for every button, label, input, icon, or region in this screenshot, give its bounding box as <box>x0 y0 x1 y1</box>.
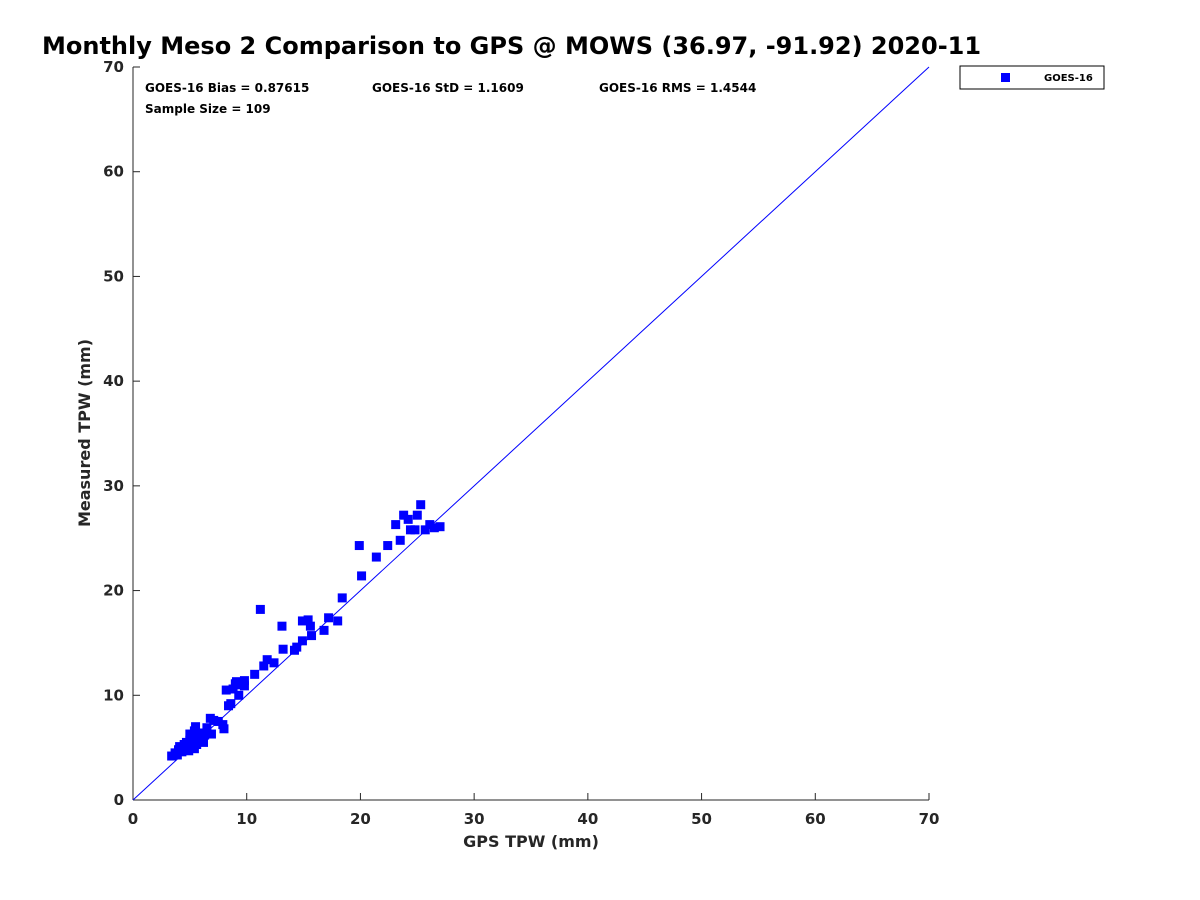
data-point <box>219 724 229 734</box>
legend-marker <box>1001 73 1010 82</box>
data-point <box>307 631 317 641</box>
data-point <box>255 604 265 614</box>
data-point <box>399 510 409 520</box>
data-point <box>333 616 343 626</box>
y-tick-label: 60 <box>103 163 124 181</box>
x-tick-label: 60 <box>805 810 826 828</box>
y-tick-label: 30 <box>103 477 124 495</box>
stat-sample-size: Sample Size = 109 <box>145 102 271 116</box>
data-point <box>435 522 445 532</box>
data-point <box>297 636 307 646</box>
x-tick-label: 10 <box>236 810 257 828</box>
data-point <box>231 677 241 687</box>
one-to-one-line <box>132 66 930 801</box>
chart-title: Monthly Meso 2 Comparison to GPS @ MOWS … <box>42 32 981 60</box>
data-point <box>324 613 334 623</box>
data-point <box>278 644 288 654</box>
data-point <box>228 684 238 694</box>
data-point <box>187 738 197 748</box>
data-point <box>209 715 219 725</box>
data-point <box>259 661 269 671</box>
data-point <box>319 625 329 635</box>
data-point <box>202 723 212 733</box>
x-tick-label: 0 <box>128 810 138 828</box>
y-tick-label: 10 <box>103 686 124 704</box>
legend: GOES-16 <box>959 65 1105 90</box>
x-tick-label: 70 <box>919 810 940 828</box>
legend-label: GOES-16 <box>1044 73 1093 84</box>
data-point <box>188 733 198 743</box>
data-point <box>395 535 405 545</box>
data-point <box>239 681 249 691</box>
data-point <box>410 525 420 535</box>
data-point <box>292 642 302 652</box>
data-point <box>200 730 210 740</box>
data-point <box>383 541 393 551</box>
data-point <box>239 676 249 686</box>
data-point <box>297 616 307 626</box>
stat-bias: GOES-16 Bias = 0.87615 <box>145 81 309 95</box>
data-point <box>303 615 313 625</box>
y-tick-label: 50 <box>103 267 124 285</box>
y-tick-label: 20 <box>103 582 124 600</box>
y-axis-label: Measured TPW (mm) <box>75 339 94 527</box>
data-point <box>221 685 231 695</box>
data-point <box>262 655 272 665</box>
data-point <box>337 593 347 603</box>
y-tick-label: 70 <box>103 58 124 76</box>
data-point <box>391 520 401 530</box>
data-point <box>206 729 216 739</box>
y-tick-label: 40 <box>103 372 124 390</box>
stat-rms: GOES-16 RMS = 1.4544 <box>599 81 756 95</box>
data-point <box>234 690 244 700</box>
data-point <box>199 737 209 747</box>
data-point <box>191 722 201 732</box>
data-point <box>403 514 413 524</box>
data-point <box>172 750 182 760</box>
data-point <box>269 658 279 668</box>
data-point <box>357 571 367 581</box>
plot-area: 0 10 20 30 40 50 60 70 0 10 20 30 40 50 60 70 <box>103 58 939 828</box>
x-tick-label: 20 <box>350 810 371 828</box>
data-point <box>425 520 435 530</box>
data-point <box>354 541 364 551</box>
data-point <box>405 525 415 535</box>
x-tick-label: 30 <box>464 810 485 828</box>
stat-std: GOES-16 StD = 1.1609 <box>372 81 524 95</box>
data-point <box>420 525 430 535</box>
legend-box <box>959 65 1105 90</box>
data-point <box>429 523 439 533</box>
y-tick-label: 0 <box>114 791 124 809</box>
data-point <box>226 699 236 709</box>
data-point <box>277 621 287 631</box>
data-point <box>371 552 381 562</box>
x-tick-label: 40 <box>577 810 598 828</box>
data-point <box>412 510 422 520</box>
data-point <box>250 669 260 679</box>
x-axis-label: GPS TPW (mm) <box>463 832 599 851</box>
data-point <box>416 500 426 510</box>
data-point <box>213 716 223 726</box>
data-point <box>305 621 315 631</box>
x-tick-label: 50 <box>691 810 712 828</box>
